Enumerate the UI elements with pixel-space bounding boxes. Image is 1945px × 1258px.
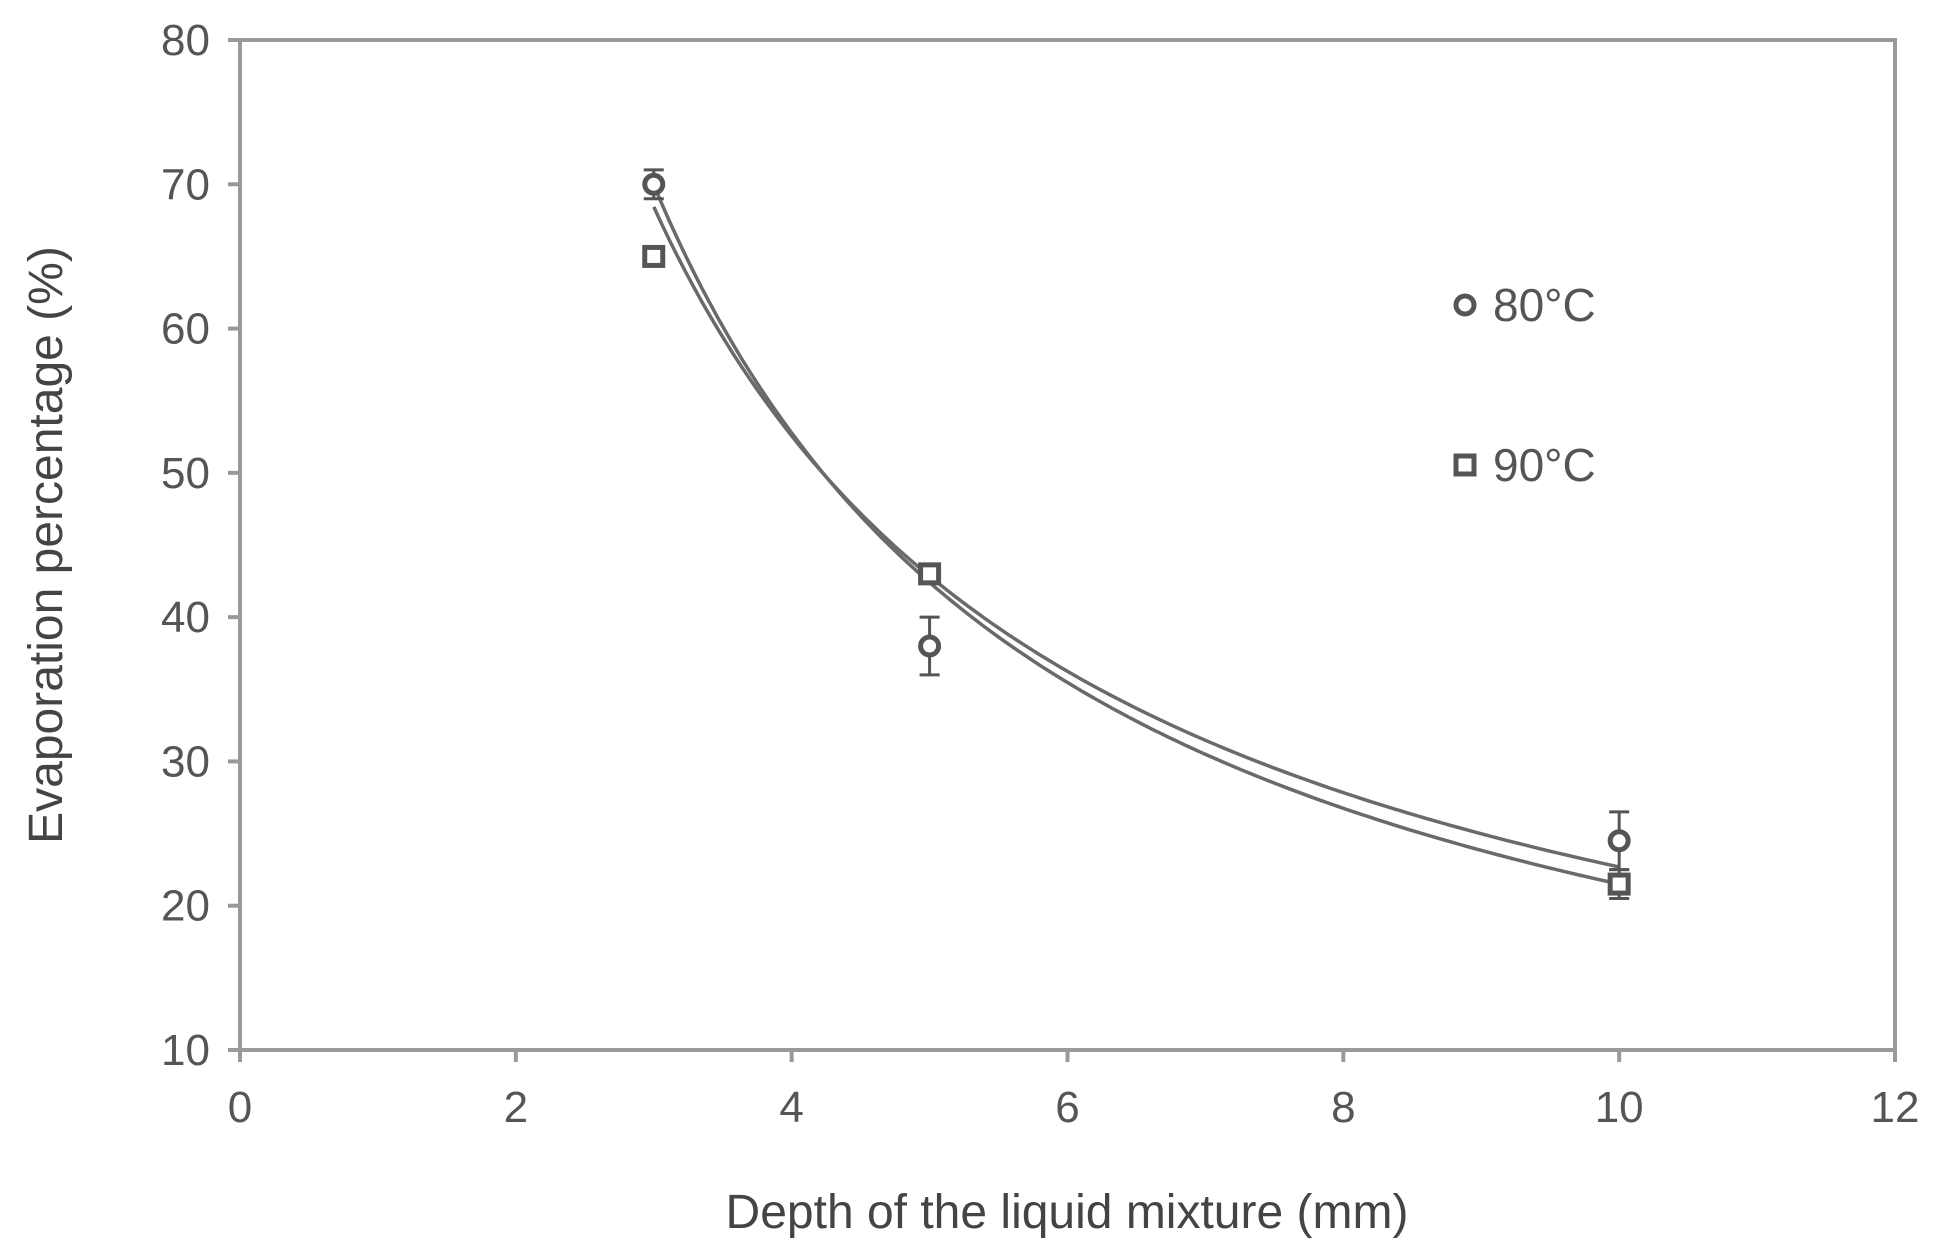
y-tick-label: 10 xyxy=(161,1026,210,1075)
y-tick-label: 80 xyxy=(161,16,210,65)
legend-marker-square xyxy=(1453,453,1477,477)
y-tick-label: 60 xyxy=(161,305,210,354)
y-axis-title: Evaporation percentage (%) xyxy=(20,246,73,844)
point-circle xyxy=(1607,829,1631,853)
point-square xyxy=(1607,872,1631,896)
y-tick-label: 40 xyxy=(161,593,210,642)
x-tick-label: 0 xyxy=(228,1083,252,1132)
fit-curve xyxy=(652,184,1620,886)
legend: 80°C 90°C xyxy=(1453,279,1596,491)
plot-area-frame xyxy=(238,38,1897,1052)
fit-curve xyxy=(652,206,1620,869)
x-axis-title: Depth of the liquid mixture (mm) xyxy=(726,1186,1409,1239)
y-axis-ticks: 10 20 30 40 50 60 70 80 xyxy=(161,16,240,1075)
y-tick-label: 50 xyxy=(161,449,210,498)
legend-label: 90°C xyxy=(1493,439,1596,491)
x-tick-label: 8 xyxy=(1331,1083,1355,1132)
x-tick-label: 6 xyxy=(1055,1083,1079,1132)
x-tick-label: 4 xyxy=(779,1083,803,1132)
legend-marker-circle xyxy=(1453,293,1477,317)
point-circle xyxy=(918,634,942,658)
y-tick-label: 30 xyxy=(161,737,210,786)
point-square xyxy=(642,244,666,268)
fit-curves xyxy=(652,184,1620,886)
x-tick-label: 10 xyxy=(1595,1083,1644,1132)
point-square xyxy=(918,562,942,586)
y-tick-label: 70 xyxy=(161,160,210,209)
data-points xyxy=(642,168,1631,900)
x-tick-label: 12 xyxy=(1871,1083,1920,1132)
x-axis-ticks: 0 2 4 6 8 10 12 xyxy=(228,1050,1920,1132)
y-tick-label: 20 xyxy=(161,882,210,931)
x-tick-label: 2 xyxy=(504,1083,528,1132)
legend-label: 80°C xyxy=(1493,279,1596,331)
point-circle xyxy=(642,172,666,196)
